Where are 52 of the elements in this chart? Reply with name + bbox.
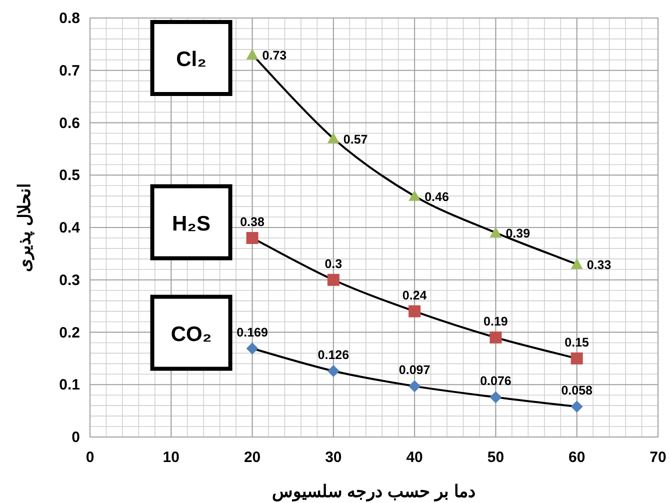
data-label: 0.126	[318, 348, 350, 362]
series-label: Cl₂	[176, 48, 206, 71]
point	[408, 190, 421, 201]
data-label: 0.73	[262, 48, 287, 63]
data-label: 0.39	[506, 226, 530, 241]
point	[246, 232, 258, 244]
point	[246, 48, 258, 60]
data-label: 0.076	[480, 374, 512, 388]
y-tick-label: 0.4	[59, 220, 81, 236]
series-label: H₂S	[172, 212, 211, 236]
point	[570, 400, 583, 413]
y-tick-label: 0.6	[59, 114, 80, 132]
point	[246, 342, 258, 354]
x-tick-label: 20	[244, 449, 261, 466]
y-tick-label: 0.7	[59, 62, 80, 80]
y-tick-label: 0.3	[59, 272, 80, 289]
y-tick-label: 0.8	[59, 10, 80, 27]
x-axis-title: دما بر حسب درجه سلسیوس	[272, 482, 476, 502]
point	[570, 258, 583, 269]
data-label: 0.15	[564, 335, 590, 350]
data-label: 0.097	[398, 363, 430, 378]
y-tick-label: 0	[72, 429, 80, 446]
point	[490, 226, 502, 238]
data-label: 0.57	[343, 132, 368, 146]
data-label: 0.19	[484, 314, 508, 328]
data-label: 0.46	[424, 190, 449, 204]
point	[570, 352, 583, 364]
x-tick-label: 40	[406, 449, 423, 466]
y-tick-label: 0.5	[59, 167, 80, 184]
point	[408, 380, 421, 392]
series-label: CO₂	[170, 322, 212, 346]
point	[327, 365, 340, 378]
x-tick-label: 50	[487, 449, 504, 466]
data-label: 0.24	[402, 288, 427, 302]
data-label: 0.33	[586, 258, 612, 272]
x-tick-label: 30	[325, 449, 342, 466]
y-tick-label: 0.2	[59, 324, 80, 342]
point	[490, 391, 502, 404]
x-tick-label: 0	[86, 449, 94, 466]
x-tick-label: 60	[568, 449, 586, 466]
point	[327, 274, 340, 286]
point	[490, 331, 502, 344]
point	[408, 305, 421, 318]
y-tick-label: 0.1	[59, 376, 80, 394]
x-tick-label: 70	[650, 449, 666, 466]
x-tick-label: 10	[162, 449, 180, 466]
y-axis-title: انحلال پذیری	[15, 183, 35, 272]
point	[327, 132, 340, 144]
data-label: 0.058	[561, 384, 593, 398]
data-label: 0.38	[240, 214, 264, 229]
data-label: 0.3	[324, 256, 342, 271]
data-label: 0.169	[236, 325, 268, 340]
